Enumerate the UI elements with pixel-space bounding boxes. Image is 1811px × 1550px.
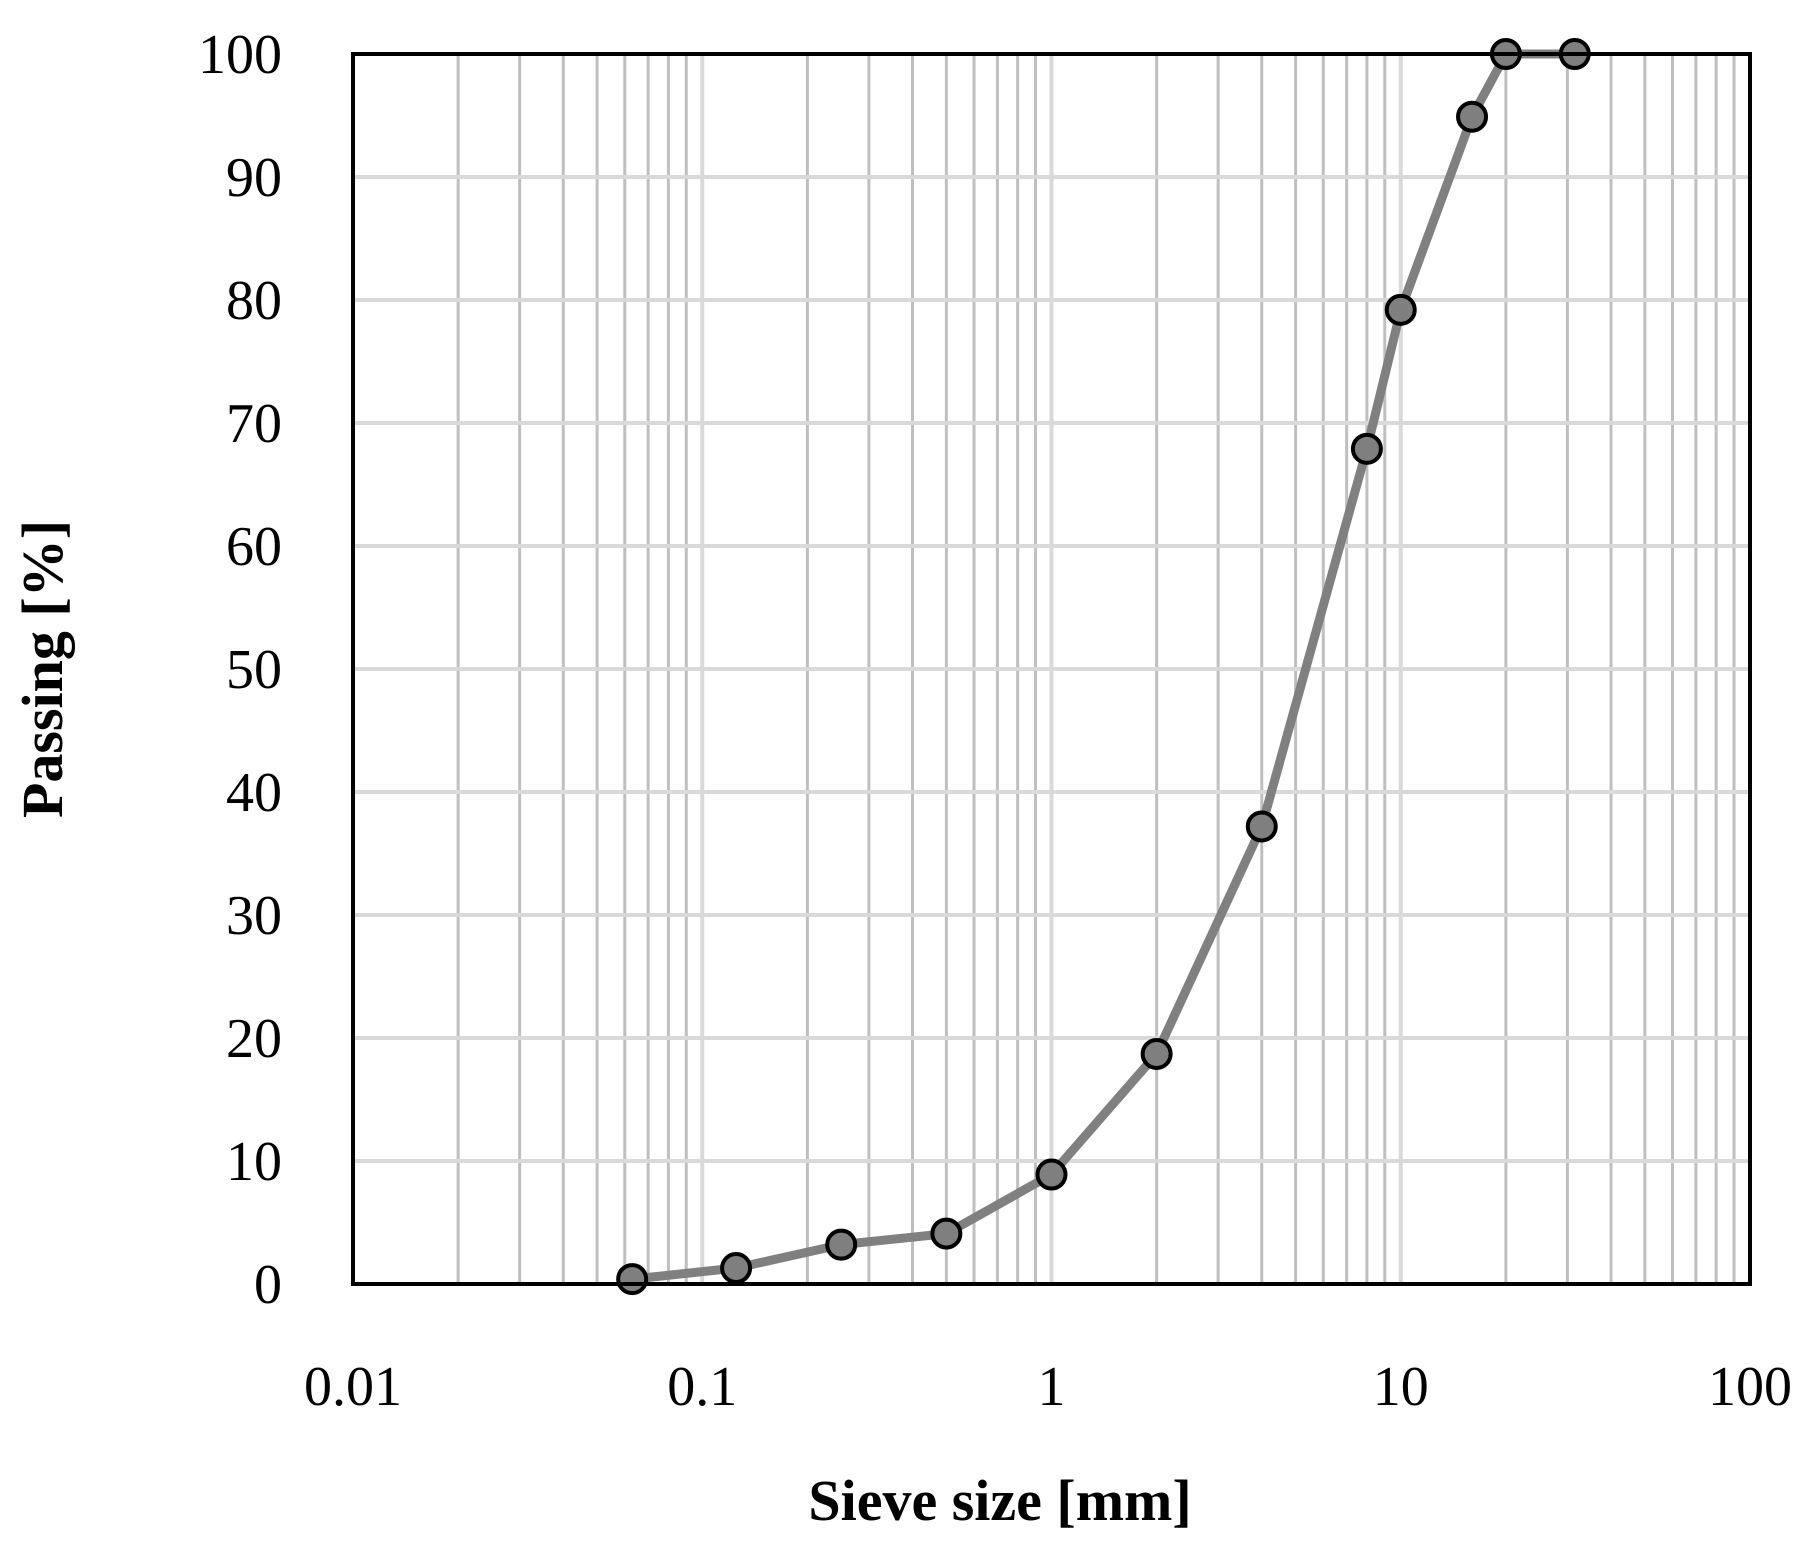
data-point (1140, 1037, 1173, 1070)
series-line (631, 49, 1575, 1284)
series-markers (616, 38, 1591, 1296)
data-point (825, 1228, 858, 1261)
y-tick-label: 20 (226, 1008, 282, 1070)
y-tick-label: 40 (226, 762, 282, 824)
x-tick-label: 1 (1038, 1356, 1066, 1418)
plot-frame (351, 52, 1752, 1286)
y-axis-ticks: 0 10 20 30 40 50 60 70 80 90 100 (198, 24, 282, 1316)
data-point (1035, 1158, 1068, 1191)
y-tick-label: 60 (226, 516, 282, 578)
data-point (720, 1252, 753, 1285)
x-tick-label: 10 (1373, 1356, 1429, 1418)
data-point (1350, 432, 1383, 465)
grid (353, 54, 1750, 1284)
y-tick-label: 30 (226, 885, 282, 947)
x-axis-ticks: 0.01 0.1 1 10 100 (304, 1356, 1792, 1418)
x-axis-title: Sieve size [mm] (808, 1468, 1191, 1533)
y-tick-label: 70 (226, 393, 282, 455)
y-tick-label: 100 (198, 24, 282, 86)
x-tick-label: 0.1 (667, 1356, 737, 1418)
x-tick-label: 100 (1708, 1356, 1792, 1418)
y-tick-label: 10 (226, 1131, 282, 1193)
x-tick-label: 0.01 (304, 1356, 402, 1418)
data-point (616, 1263, 649, 1296)
y-tick-label: 0 (254, 1254, 282, 1316)
data-point (1245, 810, 1278, 843)
y-tick-label: 50 (226, 639, 282, 701)
y-tick-label: 80 (226, 270, 282, 332)
y-axis-title: Passing [%] (10, 520, 75, 818)
data-point (930, 1217, 963, 1250)
y-tick-label: 90 (226, 147, 282, 209)
data-point (1384, 293, 1417, 326)
series-layer (616, 38, 1591, 1296)
data-point (1456, 100, 1489, 133)
